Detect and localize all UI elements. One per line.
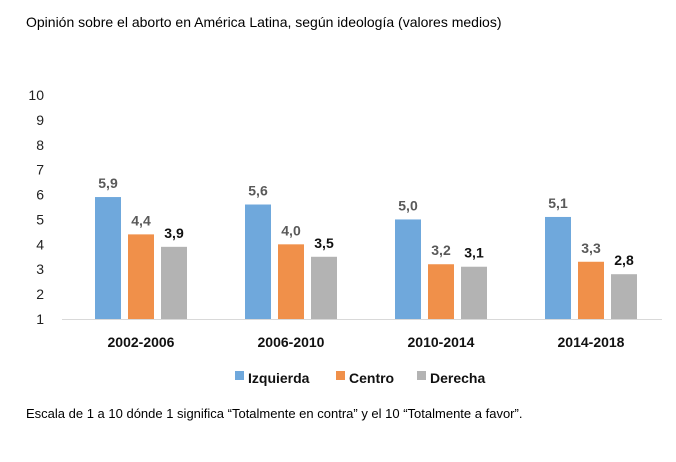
x-tick-label: 2002-2006 bbox=[108, 334, 175, 350]
data-label: 3,2 bbox=[431, 242, 451, 258]
data-label: 3,1 bbox=[464, 245, 484, 261]
y-tick-label: 4 bbox=[36, 236, 44, 252]
legend-label-izquierda: Izquierda bbox=[248, 370, 310, 386]
data-label: 3,3 bbox=[581, 240, 601, 256]
bar-centro-2010-2014 bbox=[428, 264, 454, 319]
legend-swatch-izquierda bbox=[235, 371, 244, 380]
y-tick-label: 8 bbox=[36, 137, 44, 153]
y-tick-label: 3 bbox=[36, 261, 44, 277]
y-tick-label: 2 bbox=[36, 286, 44, 302]
y-axis-ticks: 1 2 3 4 5 6 7 8 9 10 bbox=[28, 87, 44, 327]
legend-label-derecha: Derecha bbox=[430, 370, 485, 386]
data-label: 4,0 bbox=[281, 222, 301, 238]
x-tick-label: 2010-2014 bbox=[408, 334, 475, 350]
data-labels: 5,9 4,4 3,9 5,6 4,0 3,5 5,0 3,2 3,1 5,1 3,3 2,8 bbox=[98, 175, 634, 268]
legend-label-centro: Centro bbox=[349, 370, 394, 386]
bar-izquierda-2014-2018 bbox=[545, 216, 571, 319]
bar-centro-2006-2010 bbox=[278, 244, 304, 319]
x-tick-label: 2014-2018 bbox=[558, 334, 625, 350]
bar-izquierda-2002-2006 bbox=[95, 197, 121, 319]
data-label: 3,9 bbox=[164, 225, 184, 241]
data-label: 2,8 bbox=[614, 252, 634, 268]
legend: Izquierda Centro Derecha bbox=[235, 370, 485, 386]
data-label: 3,5 bbox=[314, 235, 334, 251]
y-tick-label: 6 bbox=[36, 187, 44, 203]
legend-swatch-centro bbox=[336, 371, 345, 380]
bar-derecha-2002-2006 bbox=[161, 246, 187, 319]
data-label: 5,0 bbox=[398, 197, 418, 213]
bar-izquierda-2006-2010 bbox=[245, 204, 271, 319]
y-tick-label: 9 bbox=[36, 112, 44, 128]
data-label: 5,1 bbox=[548, 195, 568, 211]
scale-note: Escala de 1 a 10 dónde 1 significa “Tota… bbox=[26, 406, 523, 421]
y-tick-label: 5 bbox=[36, 211, 44, 227]
bar-derecha-2010-2014 bbox=[461, 266, 487, 319]
bar-centro-2014-2018 bbox=[578, 261, 604, 319]
chart-title: Opinión sobre el aborto en América Latin… bbox=[26, 14, 502, 30]
x-axis-categories: 2002-2006 2006-2010 2010-2014 2014-2018 bbox=[108, 334, 625, 350]
legend-swatch-derecha bbox=[417, 371, 426, 380]
bar-centro-2002-2006 bbox=[128, 234, 154, 319]
bars bbox=[95, 197, 637, 319]
y-tick-label: 10 bbox=[28, 87, 44, 103]
data-label: 4,4 bbox=[131, 212, 151, 228]
x-tick-label: 2006-2010 bbox=[258, 334, 325, 350]
y-tick-label: 7 bbox=[36, 162, 44, 178]
y-tick-label: 1 bbox=[36, 311, 44, 327]
bar-izquierda-2010-2014 bbox=[395, 219, 421, 319]
bar-derecha-2014-2018 bbox=[611, 274, 637, 319]
data-label: 5,6 bbox=[248, 183, 268, 199]
data-label: 5,9 bbox=[98, 175, 118, 191]
bar-derecha-2006-2010 bbox=[311, 256, 337, 319]
